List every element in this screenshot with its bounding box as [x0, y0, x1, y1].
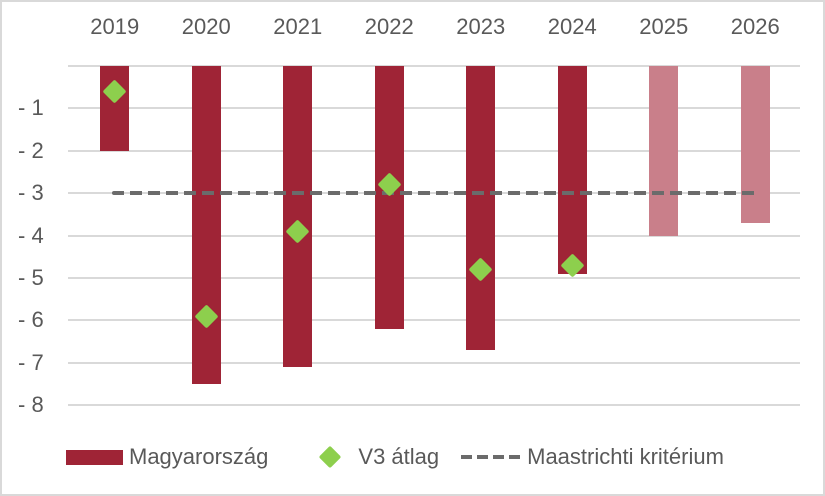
gridline [68, 107, 800, 110]
bar-2022 [374, 66, 404, 329]
gridline [68, 149, 800, 152]
y-tick-label: - 5 [18, 265, 44, 290]
y-tick-label: - 6 [18, 307, 44, 333]
x-tick-label: 2020 [181, 14, 231, 39]
bar-2021 [283, 66, 313, 368]
legend-label: Magyarország [129, 444, 269, 469]
gridline [68, 319, 800, 322]
maastricht-criterion-line [111, 191, 759, 196]
dashed-line-icon [461, 455, 524, 459]
y-tick-label: - 8 [18, 392, 44, 418]
y-tick-label: - 2 [18, 137, 44, 163]
legend-label: Maastrichti kritérium [527, 444, 724, 469]
y-tick-label: - 7 [18, 349, 44, 375]
legend-item-magyarorszag: Magyarország [66, 444, 268, 470]
x-tick-label: 2022 [364, 14, 414, 39]
legend-item-v3-atlag: V3 átlag [310, 444, 439, 470]
bar-swatch-icon [66, 449, 123, 465]
bar-2019 [100, 66, 130, 151]
y-tick-label: - 4 [18, 222, 44, 248]
x-tick-label: 2026 [730, 14, 780, 39]
x-tick-label: 2024 [547, 14, 597, 39]
legend-label: V3 átlag [358, 444, 440, 469]
y-tick-label: - 1 [18, 95, 44, 121]
gridline [68, 65, 800, 67]
bar-2023 [466, 66, 496, 351]
x-tick-label: 2021 [273, 14, 323, 39]
legend: Magyarország V3 átlag Maastrichti kritér… [66, 440, 746, 474]
gridline [68, 234, 800, 237]
gridline [68, 277, 800, 279]
legend-item-maastrichti: Maastrichti kritérium [461, 444, 724, 470]
bar-2020 [191, 66, 221, 384]
gridline [68, 361, 800, 364]
diamond-marker-icon [319, 445, 342, 469]
bar-2024 [557, 66, 587, 274]
bar-2026 [740, 66, 770, 223]
y-tick-label: - 3 [18, 180, 44, 206]
x-tick-label: 2019 [90, 14, 140, 39]
x-tick-label: 2025 [639, 14, 689, 39]
bar-2025 [649, 66, 679, 236]
gridline [68, 404, 800, 407]
x-tick-label: 2023 [456, 14, 506, 39]
